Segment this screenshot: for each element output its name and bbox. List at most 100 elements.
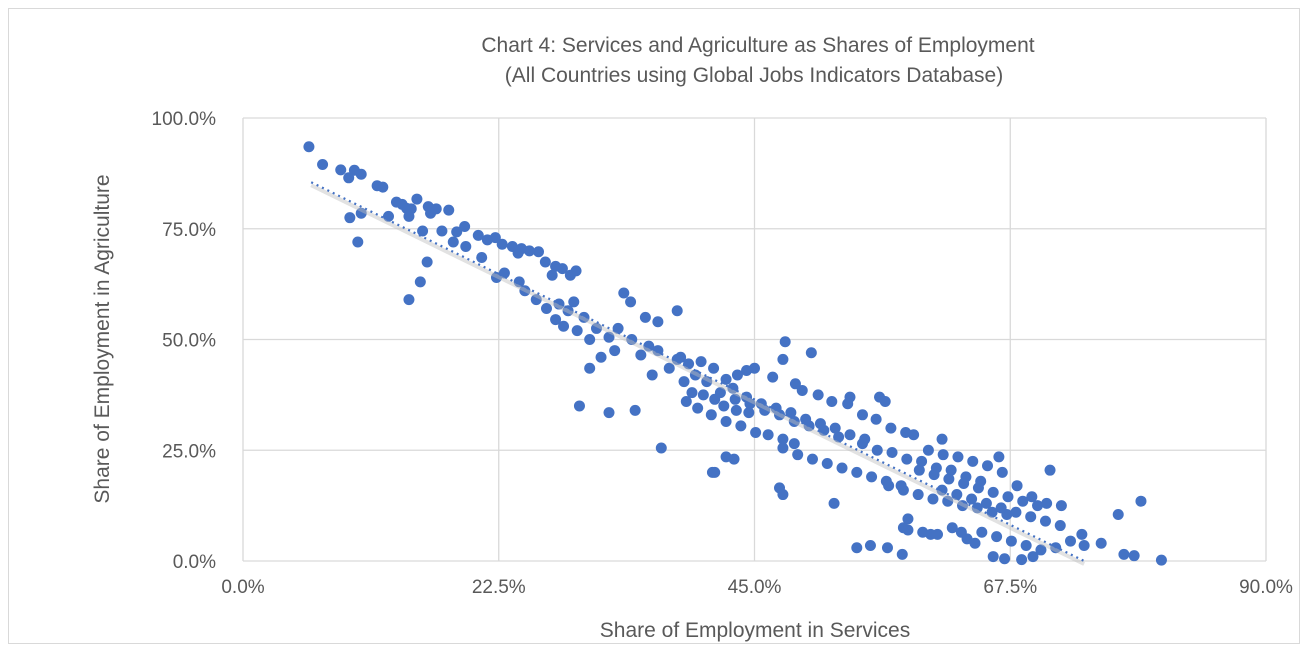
data-point (916, 455, 928, 467)
data-point (377, 181, 389, 193)
data-point (1011, 480, 1023, 492)
data-point (695, 356, 707, 368)
data-point (885, 422, 897, 434)
data-point (570, 265, 582, 277)
data-point (701, 376, 713, 388)
data-point (629, 404, 641, 416)
data-point (436, 225, 448, 237)
data-point (414, 276, 426, 288)
data-point (539, 256, 551, 268)
data-point (946, 522, 958, 534)
data-point (678, 376, 690, 388)
data-point (1010, 506, 1022, 518)
data-point (595, 351, 607, 363)
tick-labels: 0.0% 25.0% 50.0% 75.0% 100.0% 0.0% 22.5% 45.0% 6… (152, 109, 1293, 598)
data-point (826, 396, 838, 408)
data-point (618, 287, 630, 299)
data-point (540, 302, 552, 314)
data-point (1041, 497, 1053, 509)
data-point (718, 400, 730, 412)
data-point (836, 462, 848, 474)
data-point (986, 506, 998, 518)
data-point (421, 256, 433, 268)
data-point (886, 446, 898, 458)
data-point (912, 489, 924, 501)
data-point (728, 453, 740, 465)
data-point (603, 331, 615, 343)
data-point (546, 269, 558, 281)
data-point (785, 407, 797, 419)
data-point (417, 225, 429, 237)
data-point (750, 427, 762, 439)
data-point (996, 466, 1008, 478)
data-point (303, 141, 315, 153)
data-point (1054, 520, 1066, 532)
data-point (1044, 464, 1056, 476)
data-point (957, 500, 969, 512)
data-point (573, 400, 585, 412)
data-point (706, 466, 718, 478)
y-axis-title: Share of Employment in Agriculture (91, 174, 114, 503)
data-point (1035, 544, 1047, 556)
data-point (864, 539, 876, 551)
data-point (1020, 539, 1032, 551)
data-point (777, 489, 789, 501)
data-point (999, 553, 1011, 565)
data-point (1112, 508, 1124, 520)
data-point (991, 531, 1003, 543)
data-point (496, 238, 508, 250)
data-point (591, 322, 603, 334)
data-point (842, 398, 854, 410)
data-point (635, 349, 647, 361)
data-point (927, 493, 939, 505)
data-point (1002, 491, 1014, 503)
data-point (743, 407, 755, 419)
data-point (735, 420, 747, 432)
data-point (806, 453, 818, 465)
data-point (856, 409, 868, 421)
data-point (993, 451, 1005, 463)
data-point (686, 387, 698, 399)
data-point (995, 502, 1007, 514)
data-point (460, 240, 472, 252)
data-point (943, 473, 955, 485)
x-axis-title: Share of Employment in Services (600, 619, 910, 642)
x-tick-label: 90.0% (1239, 577, 1293, 598)
data-point (584, 362, 596, 374)
data-point (584, 334, 596, 345)
data-point (777, 433, 789, 445)
data-point (972, 482, 984, 494)
data-point (472, 229, 484, 241)
data-point (1025, 511, 1037, 523)
data-point (646, 369, 658, 381)
data-point (955, 526, 967, 538)
data-point (1032, 500, 1044, 512)
data-point (937, 449, 949, 461)
data-point (447, 236, 459, 248)
data-point (1118, 548, 1130, 560)
data-point (980, 497, 992, 509)
y-tick-label: 50.0% (162, 331, 216, 352)
data-point (1076, 528, 1088, 540)
data-point (796, 384, 808, 396)
data-point (476, 252, 488, 264)
x-tick-label: 0.0% (221, 577, 264, 598)
data-point (1027, 551, 1039, 563)
data-point (958, 477, 970, 489)
chart-subtitle: (All Countries using Global Jobs Indicat… (505, 64, 1003, 87)
data-point (692, 402, 704, 414)
data-point (603, 407, 615, 419)
data-point (900, 427, 912, 439)
data-point (705, 409, 717, 421)
data-point (829, 422, 841, 434)
data-point (1128, 550, 1140, 562)
data-point (922, 444, 934, 456)
data-point (652, 345, 664, 357)
y-tick-label: 0.0% (173, 552, 216, 573)
data-point (976, 526, 988, 538)
data-point (928, 469, 940, 481)
y-tick-label: 100.0% (152, 109, 217, 130)
data-point (777, 442, 789, 454)
data-point (1078, 539, 1090, 551)
data-point (881, 542, 893, 554)
